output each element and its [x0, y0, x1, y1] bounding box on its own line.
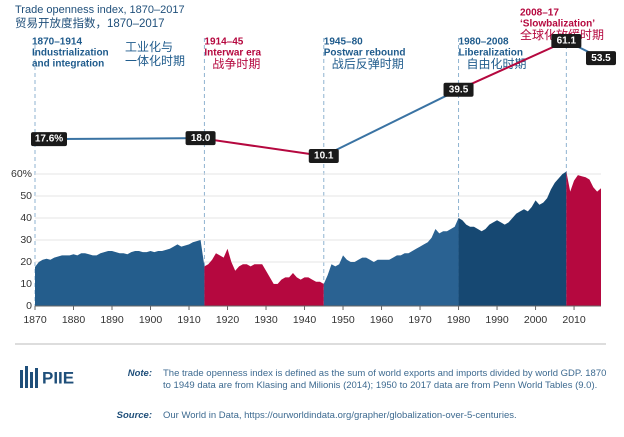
era-name-zh: 战后反弹时期 [332, 57, 404, 71]
point-box [185, 131, 216, 146]
era-period: 2008–17 [520, 8, 559, 19]
point-box [443, 82, 474, 97]
y-tick-label: 30 [20, 234, 32, 246]
x-tick-label: 2010 [562, 314, 586, 326]
y-tick-label: 0 [26, 300, 32, 312]
era-name-zh: 工业化与 [125, 40, 173, 54]
x-tick-label: 1890 [100, 314, 124, 326]
x-tick-label: 1970 [408, 314, 432, 326]
era-period: 1914–45 [204, 37, 243, 48]
era-name: and integration [32, 59, 104, 70]
y-tick-label: 40 [20, 212, 32, 224]
era-name: ‘Slowbalization’ [520, 19, 595, 30]
era-name: Postwar rebound [324, 48, 406, 59]
area [35, 240, 205, 306]
subtitle: 贸易开放度指数，1870–2017 [15, 16, 165, 30]
x-tick-label: 1940 [293, 314, 317, 326]
logo-icon [20, 366, 38, 388]
line-segment [458, 40, 567, 91]
y-tick-label: 50 [20, 190, 32, 202]
area [458, 171, 567, 306]
value-label: 10.1 [314, 151, 334, 162]
point-box [586, 51, 616, 66]
line-segment [323, 88, 459, 157]
area [566, 171, 601, 306]
logo: PIIE [42, 368, 74, 387]
era-period: 1870–1914 [32, 37, 82, 48]
x-tick-label: 2000 [524, 314, 548, 326]
y-tick-label: 60% [11, 168, 32, 180]
point-box [551, 34, 582, 48]
value-label: 18.0 [191, 133, 211, 144]
value-label: 61.1 [557, 36, 577, 47]
era-period: 1980–2008 [459, 37, 509, 48]
point-box [308, 149, 339, 163]
x-tick-label: 1930 [254, 314, 278, 326]
x-tick-label: 1950 [331, 314, 355, 326]
era-period: 1945–80 [324, 37, 363, 48]
x-tick-label: 1910 [177, 314, 201, 326]
source: Our World in Data, https://ourworldindat… [163, 410, 517, 421]
x-tick-label: 1990 [485, 314, 509, 326]
note: The trade openness index is defined as t… [163, 368, 607, 391]
note-label: Note: [127, 368, 152, 379]
area [323, 218, 459, 306]
era-name-zh: 战争时期 [212, 57, 260, 71]
source-label: Source: [116, 410, 152, 421]
y-tick-label: 20 [20, 256, 32, 268]
x-tick-label: 1900 [139, 314, 163, 326]
era-name: Liberalization [459, 48, 523, 59]
x-tick-label: 1880 [62, 314, 86, 326]
era-name-zh: 一体化时期 [125, 54, 185, 68]
point-box [31, 132, 67, 147]
x-tick-label: 1980 [447, 314, 471, 326]
x-tick-label: 1920 [216, 314, 240, 326]
title: Trade openness index, 1870–2017 [15, 4, 185, 16]
era-name: Industrialization [32, 48, 109, 59]
area [204, 248, 324, 306]
era-name-zh: 自由化时期 [467, 57, 527, 71]
value-label: 17.6% [35, 134, 63, 145]
value-label: 39.5 [449, 84, 469, 95]
line-segment [200, 137, 324, 157]
era-name: Interwar era [204, 48, 261, 59]
x-tick-label: 1960 [370, 314, 394, 326]
x-tick-label: 1870 [23, 314, 47, 326]
y-tick-label: 10 [20, 278, 32, 290]
value-label: 53.5 [591, 53, 611, 64]
